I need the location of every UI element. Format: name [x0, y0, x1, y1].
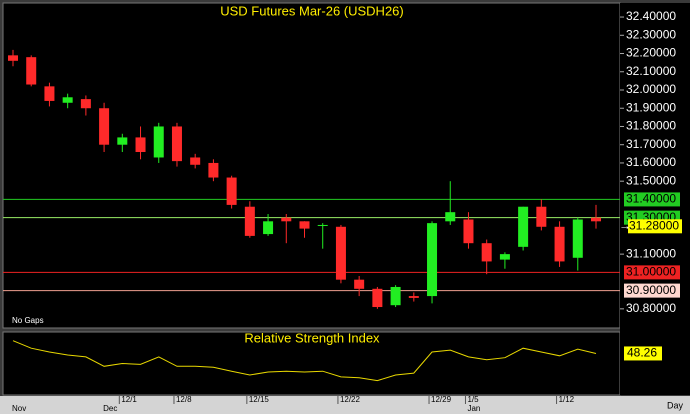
- candle-body: [335, 226, 346, 280]
- last-price-label: 31.28000: [629, 218, 679, 232]
- y-tick-label: 31.50000: [626, 173, 676, 187]
- candle-body: [244, 206, 255, 236]
- y-tick-label: 32.20000: [626, 46, 676, 60]
- candle-body: [427, 223, 438, 297]
- last-price-bg: [628, 219, 682, 234]
- candle-body: [445, 212, 456, 222]
- y-tick-label: 31.60000: [626, 155, 676, 169]
- rsi-panel: [2, 331, 621, 396]
- y-tick-label: 31.10000: [626, 246, 676, 260]
- candle-body: [44, 86, 55, 101]
- y-tick-label: 32.40000: [626, 9, 676, 23]
- date-axis: [0, 396, 690, 414]
- level-label: 31.00000: [626, 265, 676, 279]
- candle-body: [99, 108, 110, 145]
- candle-body: [463, 219, 474, 244]
- annotation: No Gaps: [12, 316, 44, 325]
- y-tick-label: 32.00000: [626, 82, 676, 96]
- x-tick-label: 1/12: [559, 395, 575, 404]
- level-label: 31.40000: [626, 192, 676, 206]
- candle-body: [153, 126, 164, 158]
- rsi-line: [12, 340, 597, 382]
- candle-body: [190, 157, 201, 165]
- candle-body: [499, 254, 510, 260]
- level-label: 30.90000: [626, 283, 676, 297]
- candle-body: [572, 219, 583, 258]
- candle-body: [117, 137, 128, 145]
- level-label-bg: [624, 283, 680, 298]
- candle-body: [372, 288, 383, 308]
- candle-body: [554, 226, 565, 262]
- candle-body: [317, 224, 328, 226]
- last-price-arrow: →: [619, 218, 631, 232]
- x-tick-label: 12/8: [176, 395, 192, 404]
- month-label: Nov: [12, 404, 26, 413]
- y-tick-label: 32.30000: [626, 27, 676, 41]
- candle-body: [518, 206, 529, 247]
- candle-body: [536, 206, 547, 227]
- candle-body: [390, 286, 401, 306]
- candle-body: [8, 55, 18, 61]
- x-tick-label: 12/1: [121, 395, 137, 404]
- rsi-label-bg: [624, 346, 662, 361]
- candle-body: [80, 99, 91, 109]
- y-tick-label: 32.10000: [626, 64, 676, 78]
- level-label-bg: [624, 265, 680, 280]
- y-tick-label: 31.90000: [626, 100, 676, 114]
- price-panel: [2, 2, 621, 329]
- candle-body: [408, 296, 419, 298]
- indicator-title: Relative Strength Index: [244, 330, 380, 345]
- candle-body: [481, 243, 492, 262]
- month-label: Jan: [467, 404, 480, 413]
- candle-body: [263, 221, 274, 235]
- x-tick-label: 12/15: [249, 395, 270, 404]
- candle-body: [26, 57, 37, 85]
- month-label: Dec: [103, 404, 117, 413]
- candle-body: [135, 137, 146, 153]
- y-tick-label: 31.80000: [626, 119, 676, 133]
- candle-body: [299, 221, 310, 229]
- candle-body: [354, 279, 365, 289]
- period-label: Day: [667, 400, 684, 410]
- candle-body: [62, 97, 73, 103]
- candle-body: [591, 217, 601, 222]
- x-tick-label: 12/29: [431, 395, 452, 404]
- candle-body: [226, 177, 237, 205]
- x-tick-label: 1/5: [467, 395, 479, 404]
- x-tick-label: 12/22: [340, 395, 361, 404]
- level-label-bg: [624, 192, 680, 207]
- candle-body: [171, 126, 182, 162]
- chart-title: USD Futures Mar-26 (USDH26): [220, 3, 404, 18]
- y-tick-label: 30.80000: [626, 301, 676, 315]
- y-tick-label: 31.70000: [626, 137, 676, 151]
- rsi-label: 48.26: [627, 346, 657, 360]
- candle-body: [208, 162, 219, 178]
- candle-body: [281, 217, 292, 222]
